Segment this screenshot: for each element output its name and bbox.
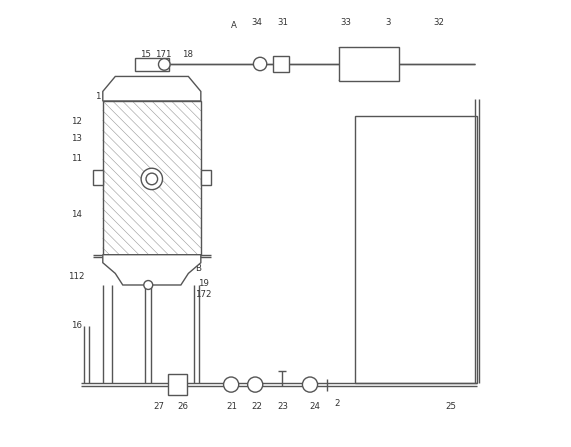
Bar — [168, 374, 187, 395]
Text: 33: 33 — [340, 18, 351, 27]
Text: 15: 15 — [140, 50, 151, 59]
Text: 16: 16 — [71, 321, 82, 330]
Text: 13: 13 — [71, 135, 82, 143]
Text: 1: 1 — [95, 92, 100, 101]
Text: 171: 171 — [155, 50, 171, 59]
Circle shape — [248, 377, 263, 392]
Text: 25: 25 — [445, 402, 456, 411]
Bar — [135, 58, 169, 71]
Bar — [103, 101, 201, 255]
Text: 24: 24 — [309, 402, 320, 411]
Text: 19: 19 — [198, 279, 208, 288]
Circle shape — [303, 377, 317, 392]
Bar — [93, 170, 103, 185]
Text: 34: 34 — [251, 18, 262, 27]
Circle shape — [224, 377, 239, 392]
Text: 18: 18 — [182, 50, 193, 59]
Bar — [355, 116, 477, 383]
Bar — [201, 170, 211, 185]
Bar — [339, 47, 399, 81]
Text: 112: 112 — [68, 272, 85, 281]
Text: 21: 21 — [227, 402, 238, 411]
Text: 27: 27 — [153, 402, 164, 411]
Circle shape — [144, 281, 152, 290]
Text: 31: 31 — [278, 18, 289, 27]
Text: A: A — [231, 21, 237, 30]
Text: 172: 172 — [195, 290, 211, 299]
Polygon shape — [103, 255, 201, 285]
Text: 26: 26 — [178, 402, 188, 411]
Circle shape — [159, 59, 170, 70]
Polygon shape — [103, 76, 201, 101]
Circle shape — [141, 168, 163, 190]
Text: 2: 2 — [334, 400, 340, 409]
Text: 32: 32 — [434, 18, 445, 27]
Text: 3: 3 — [385, 18, 391, 27]
Text: 14: 14 — [71, 210, 82, 219]
Text: 22: 22 — [251, 402, 262, 411]
Text: 12: 12 — [71, 118, 82, 127]
Circle shape — [254, 57, 267, 71]
Text: B: B — [196, 264, 202, 273]
Text: 23: 23 — [278, 402, 289, 411]
Text: 11: 11 — [71, 154, 82, 164]
Bar — [274, 56, 288, 72]
